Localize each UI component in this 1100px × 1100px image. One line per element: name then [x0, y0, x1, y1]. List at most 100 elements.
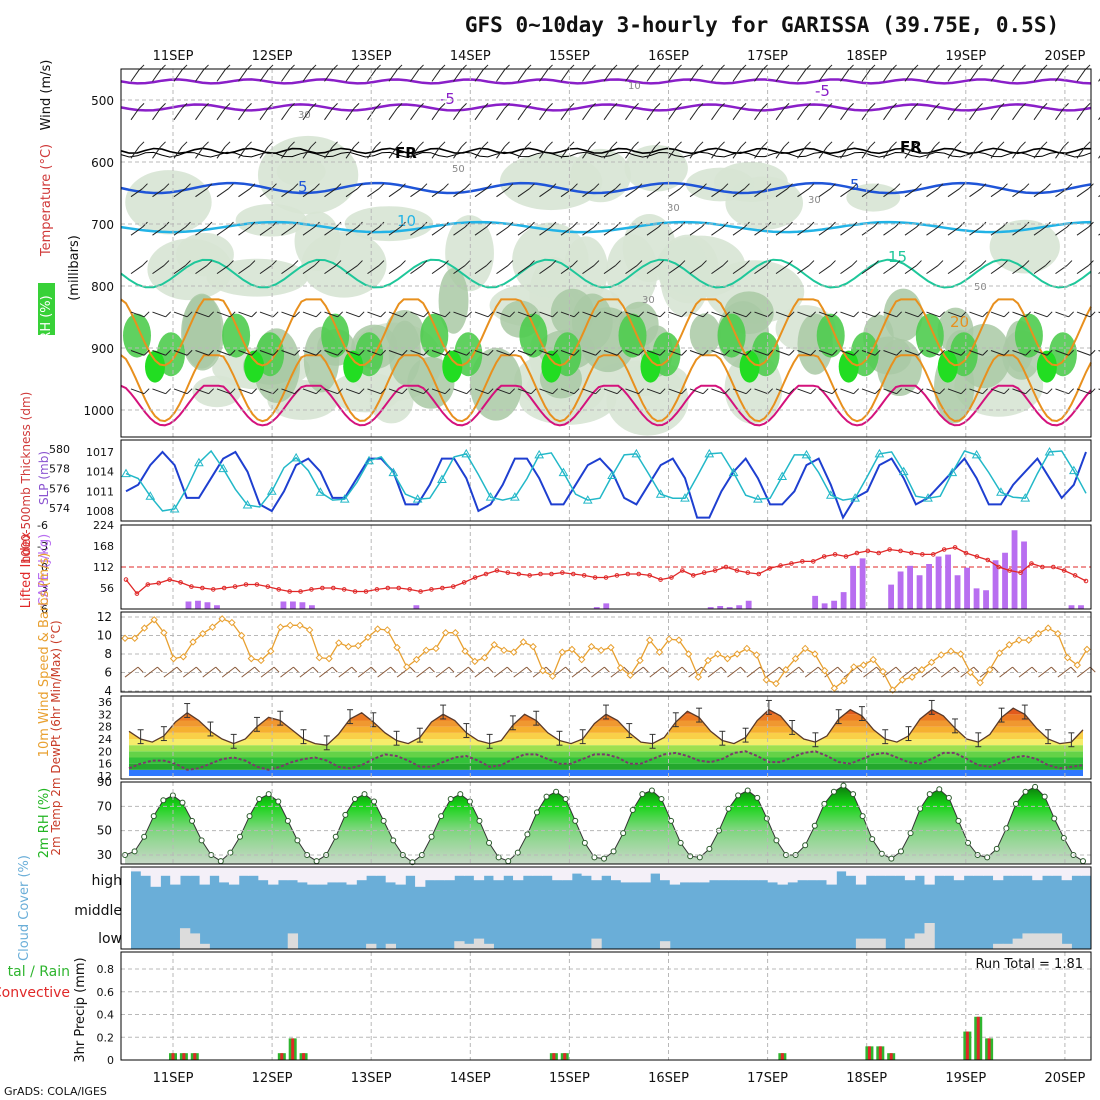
wind-barb [883, 108, 892, 121]
li-marker [996, 564, 1002, 570]
precip-convective-bar [193, 1053, 197, 1060]
bottom-date-axis: 11SEP 12SEP 13SEP 14SEP 15SEP 16SEP 17SEP 18SEP… [153, 1071, 1086, 1086]
thickness-marker [1044, 446, 1055, 456]
wind-barb-feather [486, 221, 492, 228]
wind-barb [818, 188, 831, 198]
thickness-marker [121, 468, 131, 478]
thickness-marker [194, 457, 204, 467]
wind-barb-feather [1020, 103, 1026, 109]
slp-line [125, 450, 1087, 520]
wind-barb [711, 265, 724, 275]
wind-barb-feather [848, 103, 854, 109]
wind-barb-feather [848, 141, 854, 148]
date-tick-bottom: 12SEP [252, 1071, 293, 1086]
wind-barb [539, 226, 552, 236]
wind-barb [517, 388, 532, 395]
wind-barb [754, 226, 767, 236]
wind-barb-feather [443, 183, 449, 190]
wind-barb [883, 146, 892, 159]
wind-barb [625, 311, 639, 318]
rh-marker [878, 850, 885, 857]
wind-barb [1076, 188, 1089, 198]
rh-marker [610, 848, 617, 855]
li-tick: 6 [41, 603, 48, 616]
cloud-low-bar [473, 938, 485, 949]
wind-barb-feather [719, 103, 725, 109]
wind-barb [711, 188, 724, 198]
wind-barb-feather [335, 260, 342, 266]
wind-speed-marker [558, 648, 566, 656]
wind-barb [926, 69, 935, 82]
li-marker [352, 589, 358, 594]
wind-speed-marker [811, 650, 819, 658]
wind-barb-feather [272, 388, 279, 395]
cloud-low-bar [1051, 933, 1063, 949]
wind-barb [797, 388, 811, 395]
contour-label: FR [900, 138, 922, 156]
wind-barb [926, 146, 935, 159]
isotherm-15 [120, 258, 1092, 289]
wind-barb-feather [294, 311, 301, 318]
cloud-low-bar [483, 943, 494, 949]
wind-barb [646, 188, 659, 198]
cape-bar [593, 607, 600, 609]
rh-marker [198, 837, 205, 844]
cape-bar [831, 600, 838, 609]
cloud-low-bar [199, 943, 210, 949]
rh-shade-max [145, 350, 165, 383]
wind-barb [496, 350, 510, 356]
wind-barb-feather [1066, 183, 1073, 190]
wind-barb-feather [959, 260, 965, 266]
wind-barb-feather [681, 388, 688, 395]
rh-tick: 30 [97, 848, 112, 862]
wind-barb [840, 350, 854, 356]
wind-speed-marker [344, 642, 353, 651]
panel-frame [120, 951, 1092, 1061]
wind-barb [754, 146, 763, 159]
wind-barb-feather [1003, 388, 1010, 395]
wind-barb-feather [137, 666, 144, 673]
wind-barb [182, 666, 197, 678]
wind-barb-feather [335, 221, 342, 228]
wind-barb [130, 311, 145, 318]
wind-barb [302, 69, 312, 82]
li-marker [210, 587, 216, 592]
wind-speed-marker [1034, 629, 1043, 638]
cloud-high-gap [552, 867, 563, 881]
wind-barb-feather [873, 183, 879, 190]
wind-barb-feather [185, 183, 191, 190]
wind-barb-feather [358, 349, 365, 356]
wind-barb [474, 388, 489, 395]
cloud-high-gap [1061, 867, 1072, 881]
wind-barb-feather [176, 666, 183, 673]
li-marker [821, 554, 827, 559]
wind-barb-feather [251, 349, 258, 356]
wind-speed-marker [859, 661, 868, 669]
wind-barb-feather [142, 221, 148, 228]
cloud-high-gap [953, 867, 965, 881]
wind-barb [861, 311, 876, 318]
wind-barb-feather [203, 141, 209, 148]
wind-barb-feather [681, 311, 688, 318]
wind-barb [646, 311, 661, 318]
wind-speed-marker [743, 644, 751, 653]
cloud-low-bar [385, 943, 396, 949]
wind-barb [969, 388, 983, 395]
cape-bar [926, 564, 932, 609]
wind-barb-feather [550, 260, 557, 266]
rh-marker [476, 817, 483, 824]
wind-barb-feather [805, 103, 811, 109]
wind-barb-feather [1041, 103, 1048, 109]
cape-bar [983, 590, 989, 609]
wind-speed-marker [927, 658, 936, 667]
wind-barb-feather [461, 103, 467, 109]
wind-barb-feather [142, 183, 148, 190]
wind-barb-feather [550, 221, 557, 228]
wind-speed-marker [509, 648, 518, 656]
wind-barb [431, 108, 441, 121]
wind-speed-marker [305, 626, 314, 634]
wind-barb [173, 108, 183, 121]
rh-shade-mid [438, 268, 469, 334]
